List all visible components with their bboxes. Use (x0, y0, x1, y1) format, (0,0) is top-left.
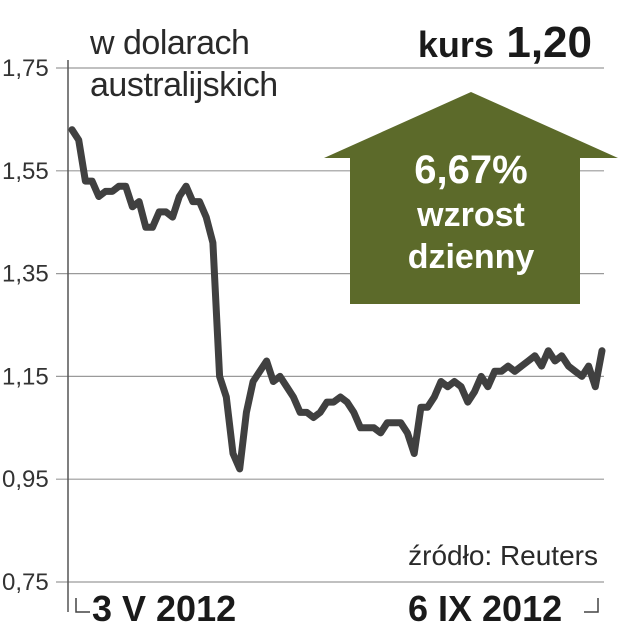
x-end-label: 6 IX 2012 (408, 588, 563, 629)
exchange-rate-value: 1,20 (506, 18, 592, 67)
series-line (68, 126, 606, 473)
y-tick-label: 0,95 (2, 466, 49, 493)
y-tick-label: 1,35 (2, 261, 49, 288)
y-tick-label: 1,75 (2, 55, 49, 82)
up-arrow-badge (324, 92, 618, 304)
y-tick-label: 0,75 (2, 569, 49, 596)
unit-label: w dolarach australijskich (90, 24, 278, 104)
y-tick-label: 1,55 (2, 158, 49, 185)
exchange-rate: kurs 1,20 (418, 18, 592, 68)
x-start-label: 3 V 2012 (92, 588, 237, 629)
y-tick-label: 1,15 (2, 363, 49, 390)
source-label: źródło: Reuters (408, 540, 598, 571)
badge-percent: 6,67% (414, 148, 528, 192)
x-range-bracket-right (584, 598, 599, 613)
badge-line-2: dzienny (407, 238, 535, 276)
badge-line-1: wzrost (417, 196, 525, 234)
x-range-bracket-left (75, 598, 90, 613)
exchange-rate-label: kurs (417, 24, 494, 65)
